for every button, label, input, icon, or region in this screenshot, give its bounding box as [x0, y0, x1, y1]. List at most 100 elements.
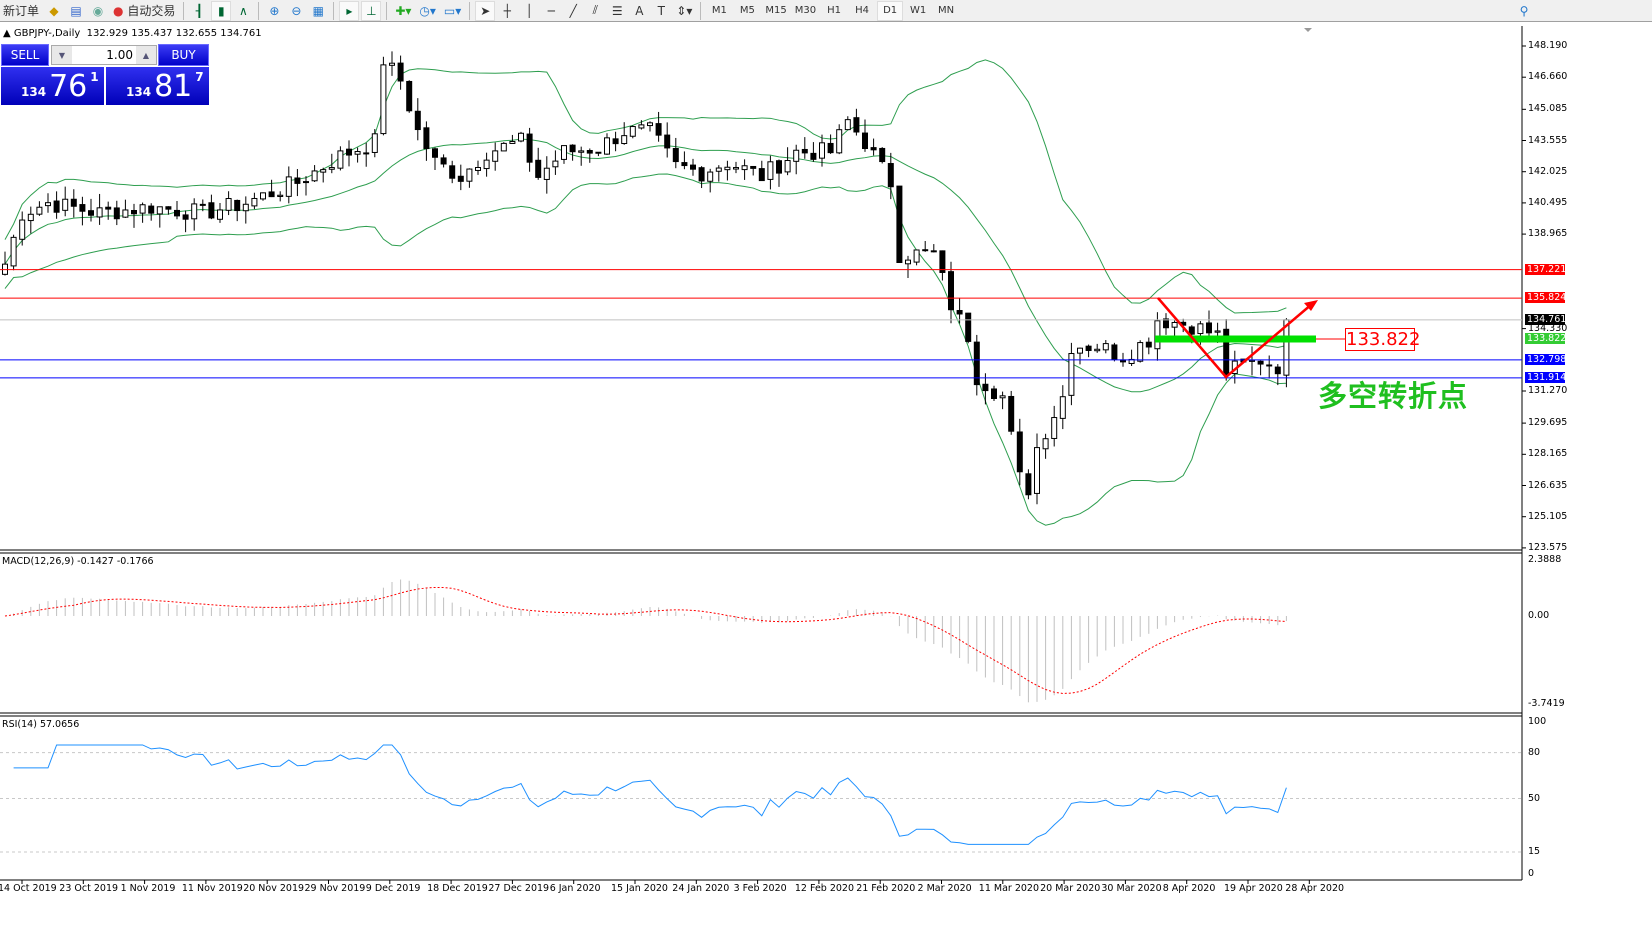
crosshair-icon[interactable]: ┼ [503, 3, 511, 18]
date-axis-label: 19 Apr 2020 [1224, 883, 1283, 894]
candle-bear [432, 148, 438, 158]
indicators-icon[interactable]: ✚▾ [395, 3, 412, 18]
candle-bull [19, 219, 26, 240]
candle-bear [948, 271, 954, 311]
timeframe-m1[interactable]: M1 [711, 5, 727, 16]
level-tag-131.914: 131.914 [1525, 371, 1567, 383]
candle-bull [1077, 347, 1083, 354]
date-axis-label: 1 Nov 2019 [120, 883, 176, 894]
bid-big: 76 [49, 69, 88, 104]
candle-bear [1266, 364, 1273, 367]
ask-price[interactable]: 134 81 7 [106, 67, 209, 105]
candle-bull [767, 161, 774, 180]
horizontal-line-icon[interactable]: ─ [547, 3, 555, 18]
equidistant-channel-icon[interactable]: ⫽ [592, 3, 598, 17]
level-tag-135.824: 135.824 [1525, 292, 1567, 304]
candle-bear [690, 164, 696, 170]
bar-chart-icon[interactable]: ┨ [195, 3, 203, 18]
date-axis-label: 2 Mar 2020 [917, 883, 972, 894]
signal-icon[interactable]: ◉ [92, 3, 104, 18]
date-axis-label: 23 Oct 2019 [59, 883, 119, 894]
date-axis-label: 14 Oct 2019 [0, 883, 57, 894]
candle-bear [655, 123, 662, 136]
arrows-icon[interactable]: ⇕▾ [676, 3, 693, 18]
zoom-in-icon[interactable]: ⊕ [269, 3, 280, 18]
rsi-label: RSI(14) 57.0656 [2, 719, 80, 730]
candle-bear [1025, 473, 1032, 496]
candle-bull [389, 62, 395, 66]
zoom-out-icon[interactable]: ⊖ [291, 3, 302, 18]
data-window-icon[interactable]: ▤ [70, 3, 82, 18]
text-label-icon[interactable]: T [657, 3, 665, 18]
candle-bear [303, 181, 309, 184]
buy-button[interactable]: BUY [158, 44, 209, 66]
candle-bear [148, 205, 155, 214]
candle-bear [268, 191, 275, 198]
candle-bear [991, 388, 997, 399]
line-chart-icon[interactable]: ∧ [238, 3, 248, 18]
annotation-text[interactable]: 多空转折点 [1318, 379, 1469, 413]
price-axis-label: 142.025 [1528, 165, 1568, 177]
date-axis-label: 18 Dec 2019 [427, 883, 488, 894]
candle-bear [105, 206, 112, 210]
timeframe-h1[interactable]: H1 [827, 5, 842, 16]
candle-bear [1163, 318, 1169, 329]
fibonacci-icon[interactable]: ☰ [611, 3, 623, 18]
candle-bull [604, 137, 610, 155]
timeframe-mn[interactable]: MN [938, 5, 955, 16]
market-watch-icon[interactable]: ◆ [49, 3, 59, 18]
candle-bear [1111, 344, 1118, 360]
candle-bull [784, 160, 791, 173]
candle-bull [217, 209, 223, 220]
candlestick-icon[interactable]: ▮ [211, 0, 232, 21]
candle-bear [896, 185, 903, 264]
candle-bear [1274, 366, 1281, 375]
candle-bull [836, 129, 843, 154]
timeframe-m15[interactable]: M15 [765, 5, 787, 16]
templates-icon[interactable]: ▭▾ [443, 3, 462, 18]
lot-size-stepper[interactable]: ▼ ▲ [51, 45, 157, 65]
lot-decrease-button[interactable]: ▼ [52, 46, 72, 64]
candle-bear [887, 163, 894, 188]
candle-bull [1094, 348, 1101, 352]
candle-bull [543, 167, 550, 180]
candle-bull [225, 198, 232, 211]
timeframe-d1[interactable]: D1 [877, 0, 904, 21]
tile-windows-icon[interactable]: ▦ [312, 3, 325, 18]
date-axis-label: 12 Feb 2020 [794, 883, 855, 894]
periods-icon[interactable]: ◷▾ [419, 3, 436, 18]
auto-scroll-icon[interactable]: ▸ [339, 0, 360, 21]
annotation-price-box[interactable]: 133.822 [1345, 328, 1421, 351]
lot-size-input[interactable] [72, 46, 136, 64]
timeframe-h4[interactable]: H4 [855, 5, 870, 16]
auto-trading-button[interactable]: ● 自动交易 [110, 1, 178, 21]
chart-shift-icon[interactable]: ⊥ [361, 0, 382, 21]
rsi-axis-label: 50 [1528, 792, 1541, 804]
bid-price[interactable]: 134 76 1 [1, 67, 104, 105]
candle-bull [819, 142, 825, 159]
candle-bear [664, 134, 671, 149]
trendline-icon[interactable]: ╱ [569, 3, 577, 18]
new-order-button[interactable]: 新订单 [0, 1, 42, 21]
candle-bear [397, 62, 404, 82]
lot-increase-button[interactable]: ▲ [136, 46, 156, 64]
timeframe-m30[interactable]: M30 [794, 5, 817, 16]
sell-button[interactable]: SELL [1, 44, 49, 66]
candle-bear [1206, 322, 1212, 334]
rsi-line [13, 744, 1287, 845]
candle-bull [1042, 438, 1049, 450]
price-axis-label: 138.965 [1528, 228, 1568, 240]
search-icon[interactable]: ⚲ [1519, 3, 1529, 18]
timeframe-m5[interactable]: M5 [739, 5, 755, 16]
text-icon[interactable]: A [635, 3, 644, 18]
level-tag-133.822: 133.822 [1525, 332, 1567, 344]
vertical-line-icon[interactable]: │ [525, 3, 533, 18]
candle-bear [423, 127, 430, 150]
cursor-icon[interactable]: ➤ [475, 0, 496, 21]
candle-bear [440, 157, 447, 165]
v-reversal-arrow [1157, 297, 1313, 379]
timeframe-w1[interactable]: W1 [909, 5, 927, 16]
candle-bull [578, 150, 585, 153]
